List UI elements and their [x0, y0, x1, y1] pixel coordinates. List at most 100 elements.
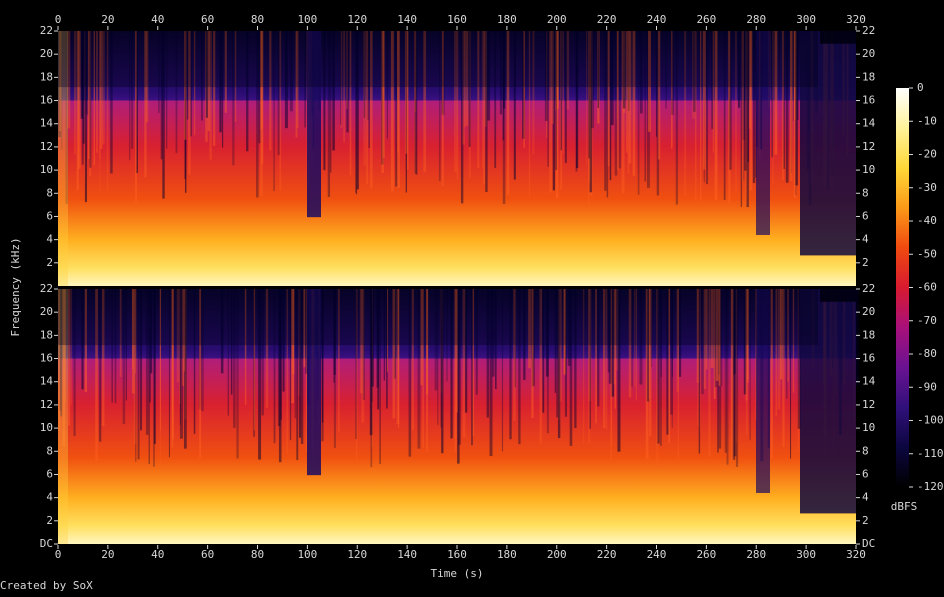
texture: [489, 289, 493, 457]
texture: [670, 31, 673, 149]
texture: [81, 31, 83, 118]
texture: [246, 31, 249, 152]
texture: [176, 289, 180, 383]
texture: [639, 31, 643, 114]
texture: [376, 289, 379, 388]
x-tick-label: 160: [447, 13, 467, 26]
texture: [458, 289, 460, 446]
texture: [714, 289, 717, 388]
texture: [569, 289, 573, 446]
texture: [486, 289, 490, 418]
texture: [627, 31, 630, 174]
texture: [166, 31, 168, 149]
texture: [89, 31, 92, 168]
texture: [745, 31, 749, 205]
texture: [96, 31, 98, 153]
texture: [558, 289, 561, 421]
texture: [137, 289, 140, 460]
texture: [278, 289, 282, 463]
texture: [462, 31, 465, 145]
texture: [588, 31, 590, 207]
texture: [679, 289, 682, 377]
texture: [645, 289, 649, 459]
y-tick-label: 6: [862, 209, 869, 222]
texture: [440, 289, 442, 428]
texture: [745, 289, 748, 401]
texture: [179, 289, 183, 439]
y-tick-label: 12: [862, 140, 875, 153]
texture: [735, 289, 739, 467]
texture: [606, 289, 608, 429]
texture: [513, 31, 516, 180]
y-tick-label: 4: [862, 233, 869, 246]
texture: [323, 31, 326, 171]
texture: [363, 31, 366, 118]
texture: [588, 31, 591, 159]
texture: [392, 289, 396, 419]
texture: [294, 289, 297, 419]
texture: [528, 289, 531, 369]
texture: [379, 289, 381, 464]
x-tick-label: 220: [597, 13, 617, 26]
texture: [417, 289, 421, 449]
texture: [396, 289, 400, 425]
texture: [735, 289, 738, 443]
texture: [635, 289, 637, 401]
texture: [595, 289, 597, 424]
texture: [426, 289, 428, 452]
y-tick-label: 10: [862, 163, 875, 176]
texture: [575, 31, 579, 169]
texture: [730, 289, 734, 462]
texture: [790, 289, 792, 459]
texture: [355, 31, 358, 195]
texture: [710, 289, 714, 368]
texture: [261, 289, 264, 416]
texture: [456, 31, 459, 180]
texture: [747, 31, 749, 163]
texture: [299, 289, 302, 438]
x-tick-label: 20: [101, 548, 114, 561]
texture: [99, 289, 102, 442]
x-tick-label: 260: [696, 13, 716, 26]
texture: [183, 289, 185, 372]
texture: [602, 289, 606, 429]
texture: [588, 31, 592, 182]
texture: [407, 31, 409, 170]
texture: [509, 289, 512, 440]
texture: [159, 289, 161, 466]
x-tick-label: 0: [55, 13, 62, 26]
texture: [738, 31, 741, 108]
texture: [746, 289, 749, 383]
texture: [80, 31, 84, 119]
texture: [390, 31, 394, 192]
texture: [555, 31, 558, 111]
texture: [622, 31, 626, 109]
texture: [332, 31, 335, 151]
texture: [346, 31, 349, 133]
y-tick-label: DC: [862, 537, 875, 550]
x-tick-label: 280: [746, 13, 766, 26]
texture: [484, 31, 488, 127]
texture: [743, 31, 747, 171]
texture: [337, 289, 340, 433]
y-tick-label: 2: [46, 514, 53, 527]
texture: [393, 289, 396, 379]
texture: [269, 31, 272, 151]
texture: [119, 289, 122, 377]
texture: [468, 31, 471, 179]
texture: [820, 289, 856, 302]
texture: [616, 31, 619, 171]
texture: [411, 289, 414, 431]
texture: [628, 31, 632, 164]
x-tick-label: 260: [696, 548, 716, 561]
y-tick-label: 22: [862, 24, 875, 37]
texture: [201, 289, 204, 412]
texture: [459, 289, 462, 445]
colorbar-tick-label: -70: [917, 314, 937, 327]
texture: [574, 289, 577, 428]
texture: [566, 31, 570, 110]
texture: [648, 31, 651, 132]
texture: [129, 31, 131, 161]
texture: [499, 31, 503, 115]
texture: [408, 289, 412, 457]
